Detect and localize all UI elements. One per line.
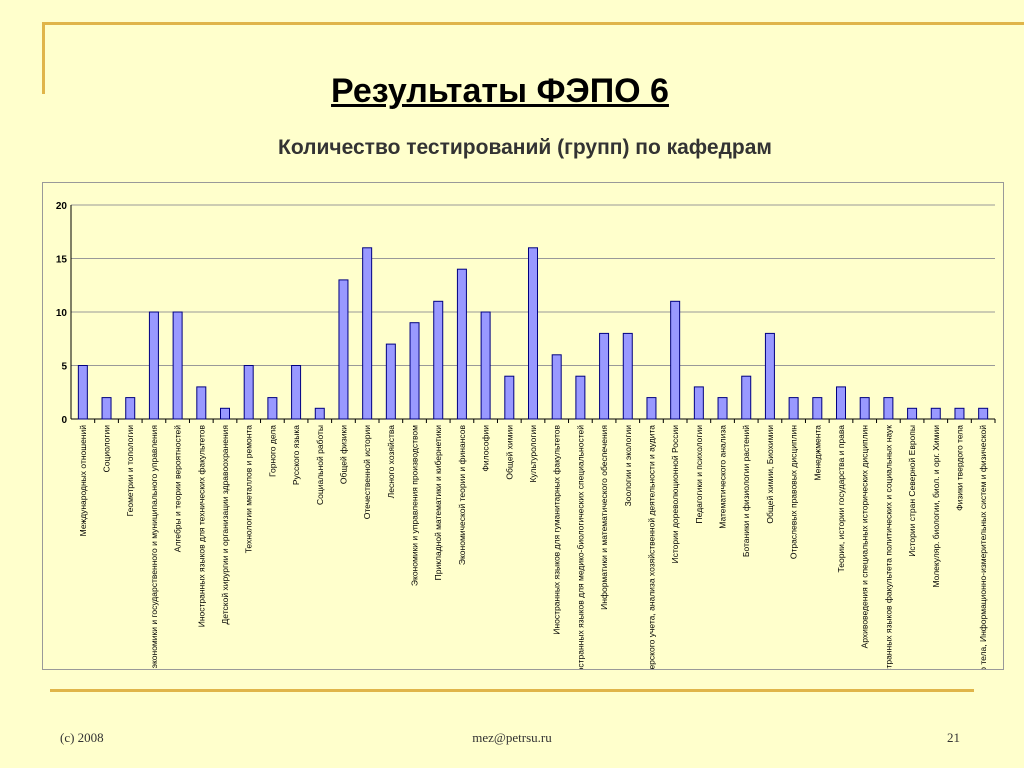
x-tick-label: Общей химии, Биохимии — [765, 425, 775, 524]
bar — [575, 375, 586, 420]
bar — [267, 397, 278, 420]
x-tick-label: Русского языка — [291, 425, 301, 485]
x-tick-label: Иностранных языков для медико-биологичес… — [575, 425, 585, 669]
decorative-top-line — [42, 22, 1024, 25]
x-tick-label: Зоологии и экологии — [623, 425, 633, 507]
x-tick-label: Философии — [481, 425, 491, 472]
bar — [409, 322, 420, 420]
x-tick-label: Молекуляр. биологии, биол. и орг. Химии — [931, 425, 941, 588]
x-tick-label: Детской хирургии и организации здравоохр… — [220, 425, 230, 625]
bar — [978, 407, 989, 420]
slide-title: Результаты ФЭПО 6 — [331, 72, 669, 110]
x-tick-label: Ботаники и физиологии растений — [741, 425, 751, 557]
x-tick-label: Педагогики и психологии — [694, 425, 704, 524]
bar — [196, 386, 207, 420]
x-tick-label: Бухгалтерского учета, анализа хозяйствен… — [646, 425, 656, 669]
slide-number: 21 — [947, 730, 960, 745]
x-tick-label: Отраслевых правовых дисциплин — [789, 425, 799, 559]
footer-email: mez@petrsu.ru — [472, 730, 552, 745]
bar — [859, 397, 870, 420]
x-tick-label: Физики твердого тела, Информационно-изме… — [978, 425, 988, 669]
x-tick-label: Истории стран Северной Европы — [907, 425, 917, 557]
bar — [338, 279, 349, 420]
bar — [480, 311, 491, 420]
x-tick-label: Социологии — [102, 425, 112, 473]
x-tick-label: Архивоведения и специальных исторических… — [860, 425, 870, 649]
x-tick-label: Геометрии и топологии — [125, 425, 135, 517]
bar — [314, 407, 325, 420]
x-tick-label: Социальной работы — [315, 425, 325, 505]
bar — [125, 397, 136, 420]
bar — [551, 354, 562, 420]
x-tick-label: Общей физики — [338, 425, 348, 484]
bar — [717, 397, 728, 420]
bar — [907, 407, 918, 420]
bar — [836, 386, 846, 420]
x-tick-label: Технологии металлов и ремонта — [244, 425, 254, 554]
bar — [622, 332, 633, 420]
bar — [456, 268, 467, 420]
bar — [788, 397, 799, 420]
y-tick-label: 10 — [56, 308, 68, 319]
x-tick-label: Алгебры и теории вероятностей — [173, 425, 183, 552]
x-tick-label: Менеджмента — [812, 425, 822, 481]
x-tick-label: Иностранных языков для технических факул… — [196, 425, 206, 628]
bar — [291, 365, 302, 420]
y-tick-label: 0 — [61, 415, 67, 426]
chart-area: 0 5 10 15 20 Международных отношений Социологи… — [42, 182, 1004, 670]
x-tick-label: Международных отношений — [78, 425, 88, 537]
x-tick-label: Математического анализа — [718, 425, 728, 529]
bar — [362, 247, 373, 420]
bar — [883, 397, 894, 420]
x-tick-label: Общей химии — [504, 425, 514, 480]
bar — [77, 365, 88, 420]
y-tick-label: 15 — [56, 255, 68, 266]
y-tick-label: 5 — [61, 362, 67, 373]
y-tick-label: 20 — [56, 201, 68, 212]
bar — [528, 247, 538, 420]
x-tick-label: Теории, истории государства и права — [836, 425, 846, 573]
bar — [220, 407, 230, 420]
bar — [812, 397, 823, 420]
bar-chart: 0 5 10 15 20 Международных отношений Социологи… — [56, 201, 996, 669]
bar — [741, 375, 752, 420]
bar — [599, 332, 610, 420]
x-tick-label: Иностранных языков факультета политическ… — [883, 425, 893, 669]
x-tick-label: Иностранных языков для гуманитарных факу… — [552, 425, 562, 635]
x-tick-label: Культурологии — [528, 425, 538, 483]
x-tick-label: Отечественной истории — [362, 425, 372, 520]
bar — [646, 397, 657, 420]
decorative-vertical-line — [42, 22, 45, 94]
x-tick-label: Экономической теории и финансов — [457, 425, 467, 566]
bar — [954, 407, 965, 420]
bar — [101, 397, 112, 420]
x-tick-label: Физики твердого тела — [954, 425, 964, 511]
footer-copyright: (c) 2008 — [60, 730, 104, 745]
bar — [433, 300, 444, 420]
bar — [930, 407, 941, 420]
bar — [172, 311, 183, 420]
x-tick-label: Экономики и управления производством — [410, 425, 420, 586]
slide-subtitle: Количество тестирований (групп) по кафед… — [278, 136, 772, 159]
x-tick-label: Горного дела — [267, 425, 277, 477]
decorative-bottom-line — [50, 689, 974, 692]
bar — [148, 311, 159, 420]
x-tick-label: Теоретической экономики и государственно… — [149, 425, 159, 669]
x-tick-label: Прикладной математики и кибернетики — [433, 425, 443, 581]
bar — [385, 343, 396, 420]
bar — [764, 332, 775, 420]
x-tick-label: Лесного хозяйства — [386, 425, 396, 499]
bar — [243, 365, 254, 420]
x-tick-label: Истории дореволюционной России — [670, 425, 680, 564]
bar — [693, 386, 704, 420]
bar — [504, 375, 515, 420]
bar — [670, 300, 681, 420]
x-tick-label: Информатики и математического обеспечени… — [599, 425, 609, 610]
